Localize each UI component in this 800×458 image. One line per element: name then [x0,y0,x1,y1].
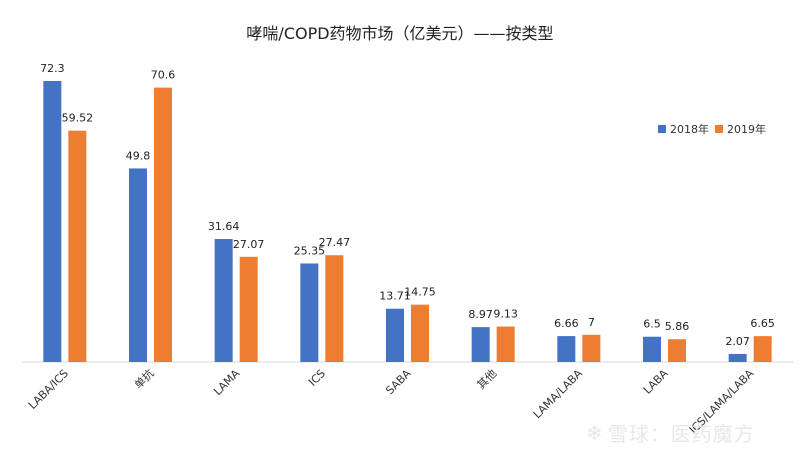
data-label-2019-8: 6.65 [750,317,775,330]
watermark-text: 雪球：医药魔方 [607,422,755,446]
category-label-3: ICS [306,367,328,389]
data-label-2019-3: 27.47 [319,236,351,249]
snowball-logo-icon: ❄ [586,420,604,445]
legend-swatch-2019 [715,125,723,133]
bar-2018-0 [43,81,62,362]
data-label-2018-5: 8.97 [468,308,493,321]
data-label-2019-6: 7 [588,316,595,329]
legend-label-2019: 2019年 [727,123,766,136]
data-label-2018-3: 25.35 [294,244,326,257]
legend: 2018年 2019年 [658,121,772,137]
legend-item-2019: 2019年 [715,121,766,137]
data-label-2018-6: 6.66 [554,317,579,330]
legend-label-2018: 2018年 [670,123,709,136]
category-label-2: LAMA [211,367,242,398]
data-label-2018-0: 72.3 [40,62,65,75]
bar-2018-2 [214,239,233,362]
data-label-2019-4: 14.75 [404,286,436,299]
legend-swatch-2018 [658,125,666,133]
bar-2018-6 [557,336,576,362]
category-label-0: LABA/ICS [26,367,71,412]
data-label-2018-2: 31.64 [208,220,240,233]
bar-2019-4 [411,304,429,362]
legend-item-2018: 2018年 [658,121,709,137]
bar-2019-2 [239,256,258,362]
bar-2018-8 [728,353,747,362]
bar-2019-6 [582,334,601,362]
category-label-5: 其他 [475,367,500,392]
bar-2019-5 [496,326,515,362]
data-label-2019-0: 59.52 [62,112,94,125]
category-label-7: LABA [641,367,671,397]
bar-2018-3 [300,263,319,362]
data-label-2019-5: 9.13 [493,308,518,321]
data-label-2019-2: 27.07 [233,238,265,251]
bar-2018-4 [386,308,404,362]
data-label-2019-7: 5.86 [665,320,690,333]
bar-2019-0 [68,130,87,362]
bar-2018-1 [129,168,147,362]
data-label-2018-4: 13.71 [379,290,411,303]
bar-2019-7 [668,339,686,362]
data-label-2018-8: 2.07 [725,335,750,348]
category-label-6: LAMA/LABA [531,367,586,422]
watermark: ❄ 雪球：医药魔方 [586,418,755,447]
category-label-4: SABA [383,367,414,398]
data-label-2019-1: 70.6 [151,69,176,82]
bar-2018-5 [471,327,490,362]
chart-title: 哮喘/COPD药物市场（亿美元）——按类型 [246,24,554,43]
data-label-2018-7: 6.5 [643,318,661,331]
bar-2018-7 [643,336,661,362]
bar-2019-8 [753,336,772,362]
bar-2019-3 [325,255,344,362]
category-label-1: 单抗 [131,366,156,391]
bar-2019-1 [154,87,172,363]
data-label-2018-1: 49.8 [126,149,151,162]
